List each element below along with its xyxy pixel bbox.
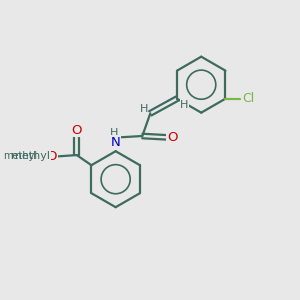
Text: O: O — [167, 131, 177, 144]
Text: H: H — [140, 103, 148, 113]
Text: O: O — [71, 124, 82, 136]
Text: methyl: methyl — [3, 152, 37, 161]
Text: methyl: methyl — [11, 152, 50, 161]
Text: H: H — [110, 128, 118, 137]
Text: O: O — [46, 150, 57, 163]
Text: N: N — [111, 136, 121, 148]
Text: Cl: Cl — [242, 92, 254, 105]
Text: H: H — [180, 100, 189, 110]
